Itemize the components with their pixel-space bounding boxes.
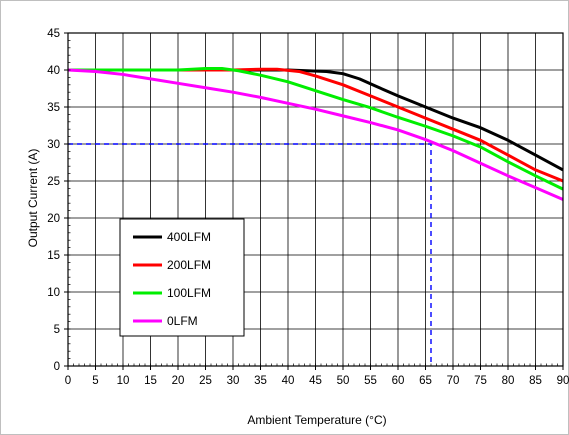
x-tick-label: 15 (144, 375, 157, 387)
series-lines (67, 67, 564, 201)
x-tick-label: 60 (392, 375, 405, 387)
x-tick-label: 50 (337, 375, 350, 387)
series-line-100lfm (68, 67, 564, 191)
series-line-0lfm (67, 68, 564, 201)
x-tick-label: 65 (419, 375, 432, 387)
y-axis-title: Output Current (A) (26, 149, 40, 248)
x-tick-label: 80 (502, 375, 515, 387)
x-tick-label: 40 (282, 375, 295, 387)
y-tick-label: 10 (47, 287, 60, 299)
x-tick-label: 10 (117, 375, 130, 387)
y-tick-label: 0 (54, 361, 60, 373)
x-tick-label: 35 (254, 375, 267, 387)
x-tick-label: 45 (309, 375, 322, 387)
legend-label-400lfm: 400LFM (167, 230, 211, 244)
reference-lines (68, 143, 432, 366)
x-tick-label: 55 (364, 375, 377, 387)
x-tick-label: 0 (65, 375, 71, 387)
legend-label-100lfm: 100LFM (167, 286, 211, 300)
y-tick-label: 40 (47, 65, 60, 77)
x-tick-label: 85 (529, 375, 542, 387)
y-tick-label: 20 (47, 213, 60, 225)
y-tick-label: 25 (47, 176, 60, 188)
x-axis-title: Ambient Temperature (°C) (247, 413, 386, 427)
x-tick-label: 75 (474, 375, 487, 387)
x-tick-label: 70 (447, 375, 460, 387)
x-tick-label: 25 (199, 375, 212, 387)
legend-label-0lfm: 0LFM (167, 314, 198, 328)
y-tick-label: 15 (47, 250, 60, 262)
y-tick-label: 30 (47, 139, 60, 151)
x-tick-label: 30 (227, 375, 240, 387)
reference-line (68, 143, 432, 366)
y-tick-label: 5 (54, 324, 60, 336)
x-tick-label: 90 (557, 375, 569, 387)
x-tick-label: 20 (172, 375, 185, 387)
y-tick-label: 35 (47, 102, 60, 114)
tick-labels: 0 5 10 15 20 25 30 35 40 45 50 55 60 65 70 75 80 85 90 0 5 10… (47, 28, 569, 387)
y-tick-label: 45 (47, 28, 60, 40)
legend: 400LFM 200LFM 100LFM 0LFM (119, 218, 245, 337)
x-tick-label: 5 (92, 375, 98, 387)
legend-label-200lfm: 200LFM (167, 258, 211, 272)
series-line-200lfm (68, 67, 564, 183)
axes (64, 32, 564, 370)
